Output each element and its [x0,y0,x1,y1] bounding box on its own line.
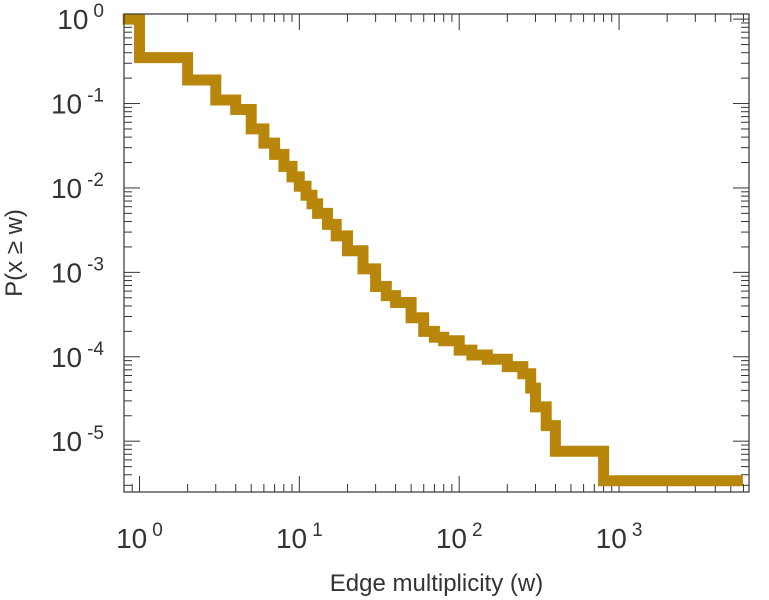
tick-label-exponent: 1 [312,520,323,541]
tick-label-base: 10 [51,426,82,457]
tick-label-base: 10 [51,257,82,288]
y-axis-label: P(x ≥ w) [1,209,28,297]
tick-label-exponent: 0 [93,1,104,22]
tick-label-base: 10 [51,342,82,373]
tick-label-exponent: -2 [87,170,104,191]
tick-label-base: 10 [116,523,147,554]
x-axis-label: Edge multiplicity (w) [330,570,543,597]
x-tick-labels: 10 0 10 1 10 2 10 3 [116,520,642,554]
tick-label-base: 10 [51,89,82,120]
tick-label-exponent: -5 [87,423,104,444]
y-tick-label: 10 -5 [51,423,104,457]
minor-ticks [123,14,749,492]
x-tick-label: 10 2 [436,520,483,554]
x-tick-label: 10 0 [116,520,163,554]
y-tick-label: 10 -2 [51,170,104,204]
series-0-step-line [122,13,743,487]
y-tick-label: 10 -3 [51,254,104,288]
y-tick-label: 10 -1 [51,86,104,120]
series-layer [122,13,743,487]
tick-label-exponent: 3 [632,520,643,541]
x-tick-label: 10 1 [276,520,323,554]
y-tick-label: 10 -4 [51,339,104,373]
tick-label-base: 10 [276,523,307,554]
tick-label-exponent: -4 [87,339,104,360]
tick-label-base: 10 [596,523,627,554]
tick-label-exponent: 0 [152,520,163,541]
tick-label-base: 10 [51,173,82,204]
plot-frame [123,13,750,493]
tick-label-base: 10 [436,523,467,554]
x-tick-label: 10 3 [596,520,643,554]
tick-label-exponent: -3 [87,254,104,275]
tick-label-exponent: -1 [87,86,104,107]
y-tick-label: 10 0 [57,1,104,35]
tick-label-exponent: 2 [472,520,483,541]
tick-label-base: 10 [57,4,88,35]
